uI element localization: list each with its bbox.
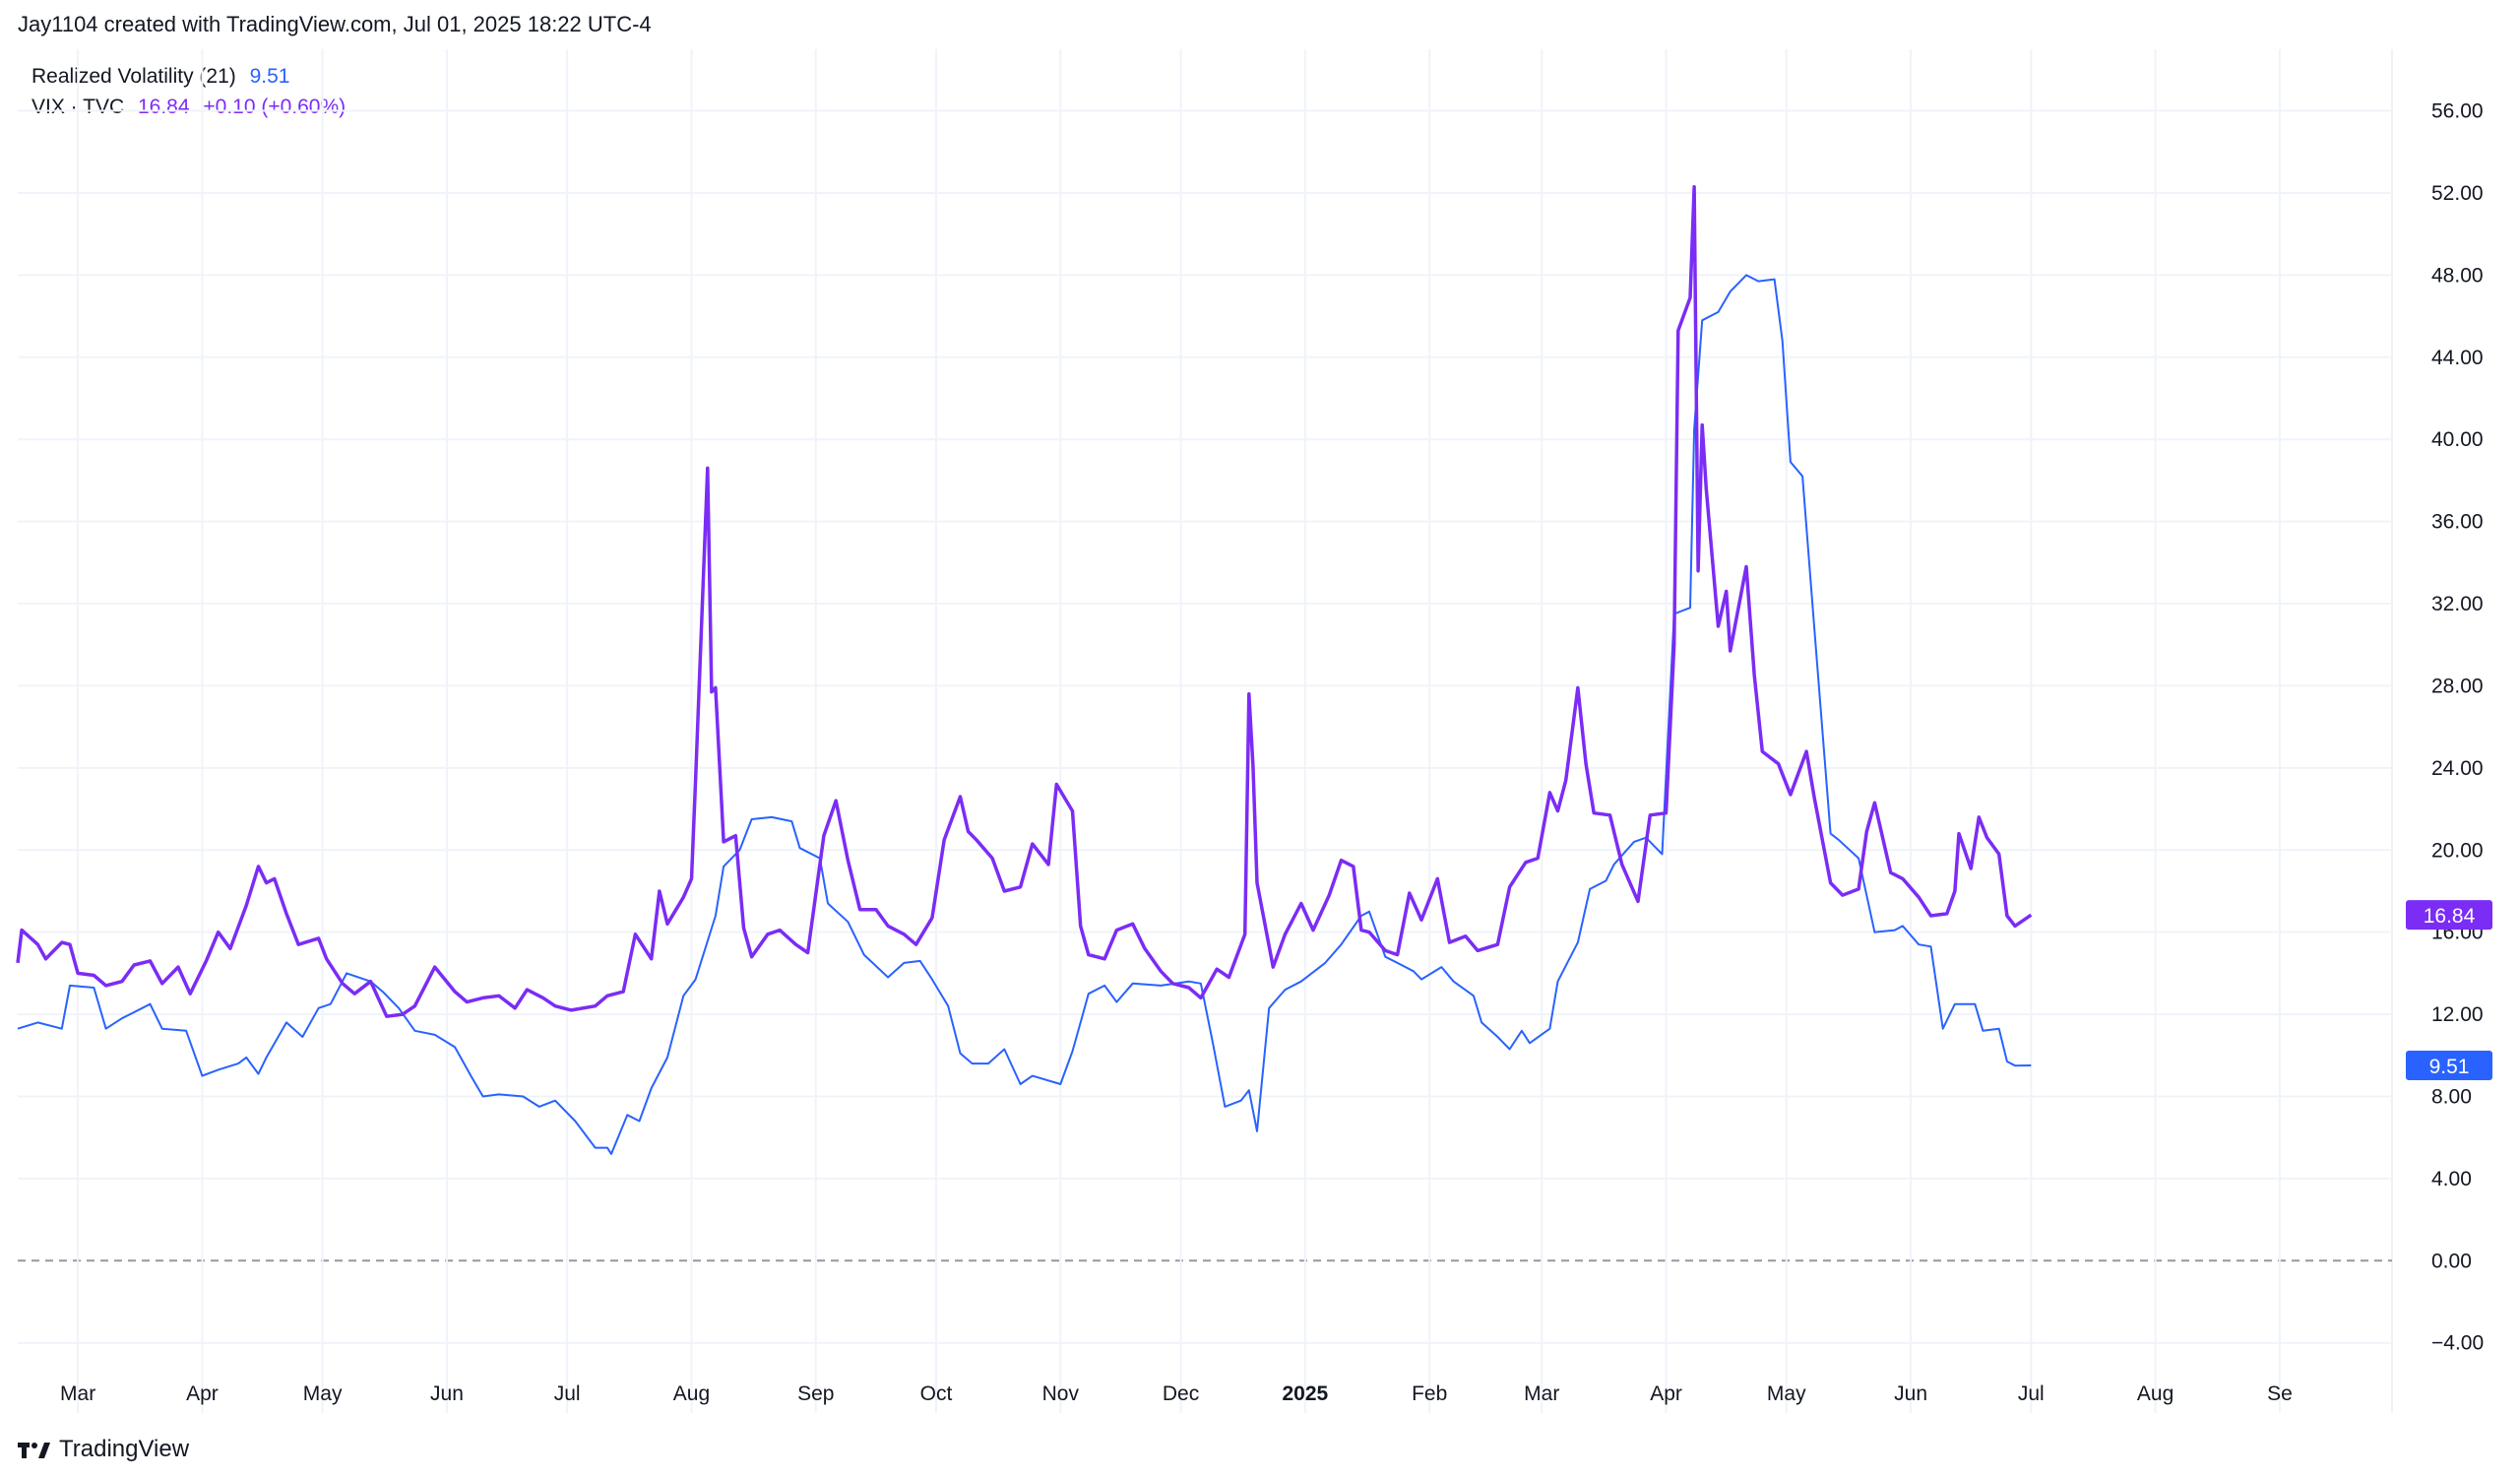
y-tick-label: 28.00 xyxy=(2431,675,2484,697)
x-tick-label: Jul xyxy=(2018,1382,2045,1405)
y-tick-label: 32.00 xyxy=(2431,593,2484,615)
y-tick-label: 20.00 xyxy=(2431,839,2484,862)
x-tick-label: Aug xyxy=(2137,1382,2174,1405)
y-tick-label: 36.00 xyxy=(2431,511,2484,534)
x-tick-label: Jul xyxy=(554,1382,581,1405)
x-tick-label: Nov xyxy=(1042,1382,1080,1405)
last-value-labels: 16.84 9.51 xyxy=(2406,900,2492,1081)
x-tick-label: Apr xyxy=(186,1382,219,1405)
y-tick-label: 12.00 xyxy=(2431,1003,2484,1026)
last-value-badge-vix xyxy=(2406,900,2492,931)
tradingview-logo-icon xyxy=(18,1443,50,1458)
y-tick-label: 44.00 xyxy=(2431,347,2484,369)
x-axis[interactable]: Mar Apr May Jun Jul Aug Sep Oct Nov Dec 2025 Feb Mar… xyxy=(60,1382,2293,1405)
y-tick-label: 40.00 xyxy=(2431,428,2484,451)
x-tick-label: Sep xyxy=(797,1382,834,1405)
x-tick-label: Oct xyxy=(920,1382,953,1405)
last-value-text-vix: 16.84 xyxy=(2424,905,2476,928)
y-tick-label: −4.00 xyxy=(2431,1332,2484,1355)
chart-legend: Realized Volatility (21) 9.51 VIX · TVC … xyxy=(32,61,346,122)
x-tick-label: 2025 xyxy=(1282,1382,1328,1405)
x-tick-label: Feb xyxy=(1412,1382,1447,1405)
legend-rv-value: 9.51 xyxy=(249,65,290,88)
tradingview-footer[interactable]: TradingView xyxy=(18,1436,189,1463)
last-value-badge-rv xyxy=(2406,1051,2492,1081)
y-axis[interactable]: 56.00 52.00 48.00 44.00 40.00 36.00 32.00 28.00… xyxy=(2431,100,2484,1355)
x-tick-label: Mar xyxy=(60,1382,95,1405)
series-line-rv[interactable] xyxy=(17,274,2032,1155)
chart-series xyxy=(16,184,2033,1155)
x-tick-label: Apr xyxy=(1650,1382,1682,1405)
x-tick-label: Se xyxy=(2267,1382,2293,1405)
x-tick-label: Jun xyxy=(1894,1382,1927,1405)
y-tick-label: 4.00 xyxy=(2431,1168,2472,1190)
y-tick-label: 8.00 xyxy=(2431,1085,2472,1108)
chart-grid xyxy=(18,49,2393,1413)
legend-vix-value: 16.84 xyxy=(137,96,190,118)
x-tick-label: May xyxy=(303,1382,343,1405)
x-tick-label: May xyxy=(1767,1382,1806,1405)
series-line-vix[interactable] xyxy=(16,184,2033,1018)
legend-vix-change: +0.10 (+0.60%) xyxy=(203,96,346,118)
chart-header-caption: Jay1104 created with TradingView.com, Ju… xyxy=(18,12,652,36)
legend-row-rv[interactable]: Realized Volatility (21) 9.51 xyxy=(32,61,346,92)
legend-rv-name: Realized Volatility (21) xyxy=(32,65,236,88)
y-tick-label: 52.00 xyxy=(2431,182,2484,205)
tradingview-brand: TradingView xyxy=(59,1436,190,1462)
y-tick-label: 48.00 xyxy=(2431,264,2484,287)
last-value-text-rv: 9.51 xyxy=(2429,1056,2470,1078)
x-tick-label: Aug xyxy=(673,1382,710,1405)
y-tick-label: 56.00 xyxy=(2431,100,2484,123)
y-tick-label: 0.00 xyxy=(2431,1250,2472,1272)
y-tick-label: 24.00 xyxy=(2431,757,2484,780)
x-tick-label: Mar xyxy=(1524,1382,1559,1405)
x-tick-label: Dec xyxy=(1163,1382,1199,1405)
x-tick-label: Jun xyxy=(430,1382,464,1405)
